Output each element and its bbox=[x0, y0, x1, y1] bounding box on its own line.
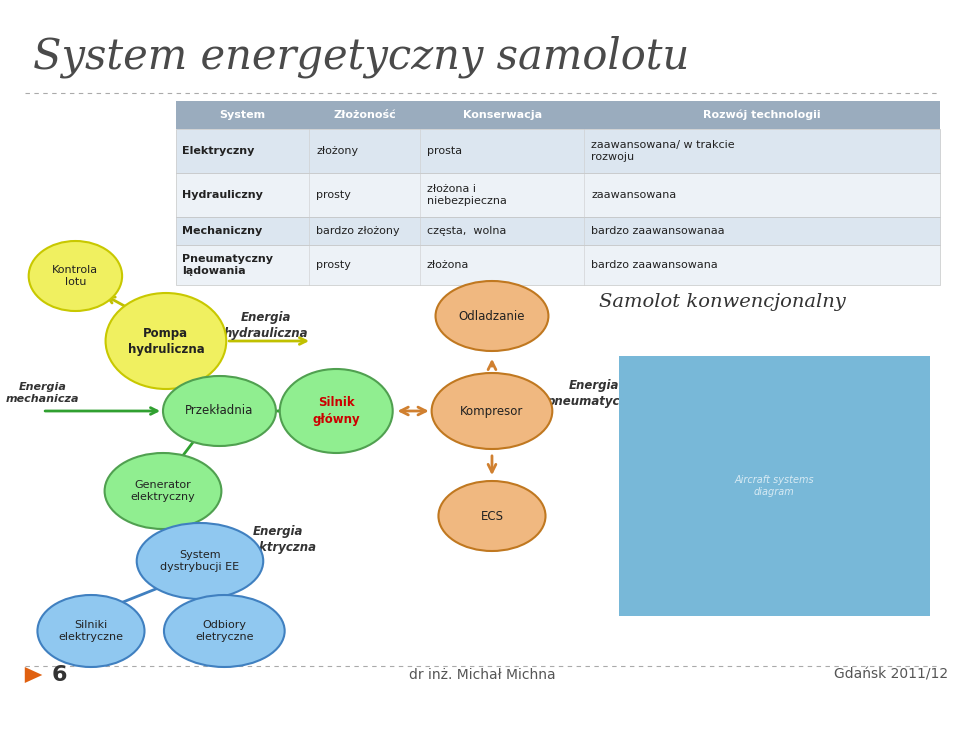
Ellipse shape bbox=[29, 241, 122, 311]
Ellipse shape bbox=[279, 369, 393, 453]
Ellipse shape bbox=[106, 293, 227, 389]
Text: prosty: prosty bbox=[316, 190, 351, 200]
Text: Odbiory
eletryczne: Odbiory eletryczne bbox=[195, 620, 253, 643]
Text: Przekładnia: Przekładnia bbox=[185, 404, 253, 417]
Text: Energia
elektryczna: Energia elektryczna bbox=[239, 525, 317, 553]
Ellipse shape bbox=[432, 373, 552, 449]
Text: Hydrauliczny: Hydrauliczny bbox=[182, 190, 263, 200]
Text: Konserwacja: Konserwacja bbox=[463, 110, 541, 120]
Text: Energia
mechanicza: Energia mechanicza bbox=[6, 382, 79, 404]
Ellipse shape bbox=[163, 376, 276, 446]
FancyBboxPatch shape bbox=[176, 217, 940, 245]
Text: Generator
elektryczny: Generator elektryczny bbox=[131, 480, 196, 502]
Text: Energia
pneumatyczna: Energia pneumatyczna bbox=[546, 379, 642, 407]
Text: Silniki
elektryczne: Silniki elektryczne bbox=[59, 620, 124, 643]
Text: Samolot konwencjonalny: Samolot konwencjonalny bbox=[599, 293, 846, 311]
Text: bardzo zaawansowanaa: bardzo zaawansowanaa bbox=[591, 226, 725, 236]
Text: Kontrola
lotu: Kontrola lotu bbox=[53, 265, 99, 287]
Text: zaawansowana/ w trakcie
rozwoju: zaawansowana/ w trakcie rozwoju bbox=[591, 140, 734, 162]
Text: Pneumatyczny
lądowania: Pneumatyczny lądowania bbox=[182, 254, 274, 276]
Ellipse shape bbox=[436, 281, 548, 351]
Text: System energetyczny samolotu: System energetyczny samolotu bbox=[33, 36, 689, 78]
Text: dr inż. Michał Michna: dr inż. Michał Michna bbox=[409, 668, 556, 682]
Text: ECS: ECS bbox=[480, 510, 503, 523]
Text: Aircraft systems
diagram: Aircraft systems diagram bbox=[734, 475, 814, 497]
Text: System
dystrybucji EE: System dystrybucji EE bbox=[160, 550, 240, 572]
Text: 6: 6 bbox=[52, 665, 67, 685]
FancyBboxPatch shape bbox=[176, 245, 940, 285]
Text: częsta,  wolna: częsta, wolna bbox=[427, 226, 506, 236]
Text: Gdańsk 2011/12: Gdańsk 2011/12 bbox=[834, 668, 948, 682]
Text: Rozwój technologii: Rozwój technologii bbox=[704, 110, 821, 121]
Text: złożona: złożona bbox=[427, 260, 469, 270]
Ellipse shape bbox=[136, 523, 263, 599]
Text: prosta: prosta bbox=[427, 146, 462, 156]
Ellipse shape bbox=[105, 453, 222, 529]
Text: Energia
hydrauliczna: Energia hydrauliczna bbox=[224, 311, 308, 341]
Text: bardzo zaawansowana: bardzo zaawansowana bbox=[591, 260, 718, 270]
Polygon shape bbox=[25, 667, 42, 683]
FancyBboxPatch shape bbox=[176, 101, 940, 129]
Text: złożony: złożony bbox=[316, 146, 358, 156]
Ellipse shape bbox=[439, 481, 545, 551]
Text: Elektryczny: Elektryczny bbox=[182, 146, 254, 156]
FancyBboxPatch shape bbox=[618, 356, 930, 616]
Text: Pompa
hydruliczna: Pompa hydruliczna bbox=[128, 327, 204, 355]
Text: System: System bbox=[220, 110, 266, 120]
Ellipse shape bbox=[37, 595, 145, 667]
Text: Odladzanie: Odladzanie bbox=[459, 309, 525, 322]
FancyBboxPatch shape bbox=[176, 129, 940, 173]
Text: prosty: prosty bbox=[316, 260, 351, 270]
Text: Mechaniczny: Mechaniczny bbox=[182, 226, 263, 236]
Text: złożona i
niebezpieczna: złożona i niebezpieczna bbox=[427, 183, 507, 206]
Text: zaawansowana: zaawansowana bbox=[591, 190, 677, 200]
Text: Kompresor: Kompresor bbox=[460, 404, 523, 417]
Text: Złożoność: Złożoność bbox=[333, 110, 396, 120]
Ellipse shape bbox=[164, 595, 285, 667]
FancyBboxPatch shape bbox=[176, 173, 940, 217]
Text: bardzo złożony: bardzo złożony bbox=[316, 226, 399, 236]
Text: Silnik
główny: Silnik główny bbox=[312, 396, 360, 425]
